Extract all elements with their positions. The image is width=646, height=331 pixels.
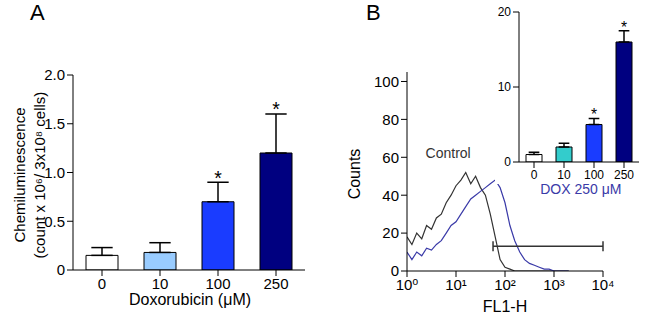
svg-text:*: * <box>214 167 222 189</box>
svg-text:1.0: 1.0 <box>44 163 65 181</box>
svg-text:1.5: 1.5 <box>44 115 65 133</box>
svg-text:*: * <box>591 106 597 123</box>
svg-text:0: 0 <box>531 168 538 182</box>
svg-text:*: * <box>621 19 627 36</box>
svg-text:0: 0 <box>504 155 511 169</box>
svg-text:Control: Control <box>426 145 471 161</box>
svg-text:100: 100 <box>584 168 604 182</box>
html-text:FL1-H: FL1-H <box>482 298 528 315</box>
svg-text:10: 10 <box>498 80 512 94</box>
svg-text:20: 20 <box>382 224 399 241</box>
html-text:Counts: Counts <box>346 148 363 200</box>
svg-text:10¹: 10¹ <box>445 276 467 293</box>
svg-text:250: 250 <box>614 168 634 182</box>
svg-text:DOX 250 μM: DOX 250 μM <box>540 181 622 197</box>
svg-text:60: 60 <box>382 149 399 166</box>
svg-text:10²: 10² <box>494 276 516 293</box>
svg-text:80: 80 <box>382 111 399 128</box>
svg-text:40: 40 <box>382 187 399 204</box>
html-text:Doxorubicin (μM): Doxorubicin (μM) <box>128 291 252 308</box>
svg-text:0.5: 0.5 <box>44 212 65 230</box>
svg-text:0: 0 <box>57 261 65 278</box>
svg-text:10: 10 <box>557 168 571 182</box>
html-text:Chemiluminescence: Chemiluminescence <box>11 107 28 243</box>
svg-text:100: 100 <box>205 275 230 292</box>
svg-text:0: 0 <box>391 262 399 279</box>
svg-text:*: * <box>272 98 280 120</box>
svg-text:10³: 10³ <box>543 276 565 293</box>
svg-text:250: 250 <box>263 275 288 292</box>
svg-text:2.0: 2.0 <box>44 66 65 83</box>
html-text:(count x 10⁶/ 3x10⁸ cells): (count x 10⁶/ 3x10⁸ cells) <box>31 91 48 259</box>
svg-text:0: 0 <box>98 275 106 292</box>
svg-text:20: 20 <box>498 5 512 19</box>
svg-text:10⁴: 10⁴ <box>591 276 614 293</box>
svg-text:10⁰: 10⁰ <box>396 276 419 293</box>
svg-text:10: 10 <box>152 275 169 292</box>
html-text:B: B <box>366 0 381 25</box>
html-text:A: A <box>30 0 45 25</box>
svg-text:100: 100 <box>374 73 399 90</box>
